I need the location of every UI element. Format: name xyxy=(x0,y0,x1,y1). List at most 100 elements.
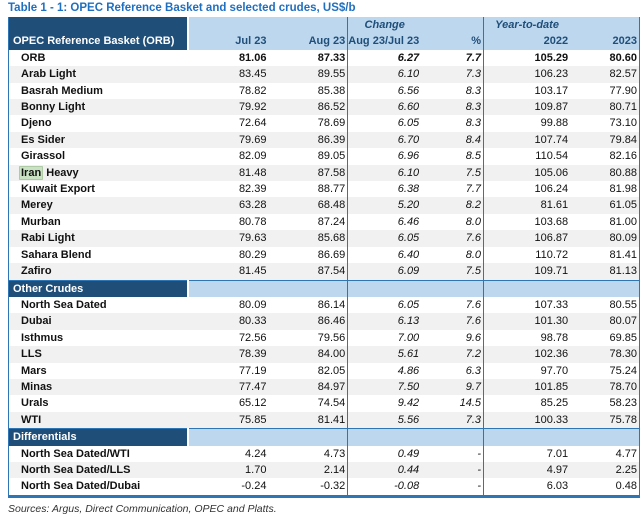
cell-ytd-2022: 109.87 xyxy=(483,99,571,116)
cell-ytd-2023: 58.23 xyxy=(609,397,637,410)
cell-change: 6.05 xyxy=(397,298,420,311)
crude-name: Isthmus xyxy=(21,331,64,344)
table-header: OPEC Reference Basket (ORB) Change Year-… xyxy=(8,17,640,50)
cell-change: 6.05 xyxy=(397,117,420,130)
cell-change: 5.56 xyxy=(347,411,422,429)
cell-ytd-2023: 80.55 xyxy=(609,298,637,311)
cell-change: 6.60 xyxy=(347,99,422,116)
cell-ytd-2023: 69.85 xyxy=(609,331,637,344)
cell-change-pct: 6.3 xyxy=(421,362,485,379)
cell-aug23: 86.69 xyxy=(268,246,349,264)
crude-name: LLS xyxy=(8,346,189,363)
cell-change: 6.05 xyxy=(347,230,422,247)
cell-ytd-2023: 79.84 xyxy=(570,131,640,149)
cell-change: 6.13 xyxy=(347,313,422,330)
table-row: Minas 77.47 84.97 7.50 9.7 101.85 78.70 xyxy=(8,378,640,396)
cell-change-pct: 7.2 xyxy=(421,346,485,363)
cell-jul23: 79.92 xyxy=(188,99,269,116)
cell-change-pct: 7.5 xyxy=(421,263,485,280)
section-band-cell xyxy=(483,428,571,446)
cell-ytd-2023: 82.16 xyxy=(609,150,637,163)
cell-ytd-2022: 97.70 xyxy=(540,364,569,377)
section-band-cell xyxy=(570,428,640,446)
cell-aug23: 85.38 xyxy=(268,82,349,100)
cell-ytd-2023: 81.41 xyxy=(609,248,637,261)
cell-change-pct: 9.7 xyxy=(421,378,485,396)
col-header-change: Aug 23/Jul 23 xyxy=(347,33,422,50)
cell-ytd-2023: 61.05 xyxy=(570,197,640,214)
cell-change: 9.42 xyxy=(397,397,420,410)
cell-change: 6.56 xyxy=(397,84,420,97)
section-band-cell xyxy=(421,279,485,297)
cell-aug23: 89.05 xyxy=(268,148,349,165)
cell-ytd-2023: 78.30 xyxy=(570,346,640,363)
cell-jul23: 81.45 xyxy=(188,263,269,280)
section-header-label: Other Crudes xyxy=(8,279,190,297)
col-header-jul23: Jul 23 xyxy=(188,33,269,50)
cell-jul23: 80.78 xyxy=(238,215,267,228)
cell-change: 6.38 xyxy=(397,183,420,196)
cell-ytd-2023: 82.57 xyxy=(570,66,640,83)
cell-jul23: 79.63 xyxy=(188,230,269,247)
cell-change-pct: 14.5 xyxy=(421,395,485,412)
cell-change-pct: 8.0 xyxy=(421,213,485,231)
search-highlight: Iran xyxy=(19,165,44,180)
cell-aug23: 78.69 xyxy=(268,115,349,132)
cell-change-pct: 8.2 xyxy=(421,197,485,214)
crude-name: Dubai xyxy=(8,313,189,330)
cell-change-pct: 8.0 xyxy=(421,246,485,264)
crude-name: Murban xyxy=(21,215,61,228)
section-band-cell xyxy=(483,279,571,297)
cell-ytd-2023: 77.90 xyxy=(609,84,637,97)
table-body: ORB 81.06 87.33 6.27 7.7 105.29 80.60 Arab Ligh… xyxy=(8,49,640,497)
cell-change: 6.40 xyxy=(397,248,420,261)
table-row: North Sea Dated/Dubai -0.24 -0.32 -0.08- 6.0… xyxy=(9,478,640,497)
header-spacer xyxy=(421,17,485,34)
cell-ytd-2023: 75.24 xyxy=(609,364,637,377)
cell-ytd-2023: 81.98 xyxy=(609,183,637,196)
cell-change-pct: 7.6 xyxy=(421,296,485,314)
cell-change: 4.86 xyxy=(397,364,420,377)
cell-change-pct: 8.3 xyxy=(421,82,485,100)
cell-jul23: 83.45 xyxy=(188,66,269,83)
col-header-pct: % xyxy=(421,33,485,50)
cell-ytd-2022: 100.33 xyxy=(483,411,571,429)
cell-jul23: 63.28 xyxy=(188,197,269,214)
table-row: WTI 75.85 81.41 5.56 7.3 100.33 75.78 xyxy=(8,411,640,429)
header-spacer xyxy=(570,17,640,34)
cell-change-pct: 7.3 xyxy=(421,411,485,429)
crude-name: Rabi Light xyxy=(8,230,189,247)
table-row: Girassol 82.09 89.05 6.96 8.5 110.54 82.16 xyxy=(9,148,640,165)
cell-aug23: 86.14 xyxy=(268,296,349,314)
table-row: Mars 77.19 82.05 4.86 6.3 97.70 75.24 xyxy=(9,362,640,379)
cell-jul23: 77.19 xyxy=(238,364,267,377)
cell-change-pct: 9.6 xyxy=(421,329,485,347)
crude-name: North Sea Dated xyxy=(21,298,107,311)
cell-jul23: 78.82 xyxy=(238,84,267,97)
cell-change-pct: 7.6 xyxy=(421,230,485,247)
table-row: Arab Light 83.45 89.55 6.10 7.3 106.23 82.57 xyxy=(8,66,640,83)
cell-ytd-2022: 110.54 xyxy=(535,150,569,163)
col-header-2022: 2022 xyxy=(483,33,571,50)
cell-change-pct: - xyxy=(421,478,485,497)
cell-ytd-2023: 78.70 xyxy=(570,378,640,396)
header-spacer xyxy=(268,17,349,34)
crude-name: Sahara Blend xyxy=(21,248,92,261)
section-header-row: Differentials xyxy=(8,428,640,446)
cell-aug23: 88.77 xyxy=(268,181,349,198)
cell-aug23: 89.55 xyxy=(268,66,349,83)
cell-change: 6.96 xyxy=(397,150,420,163)
cell-ytd-2022: 103.17 xyxy=(534,84,569,97)
cell-aug23: 86.39 xyxy=(268,131,349,149)
crude-name: Minas xyxy=(8,378,189,396)
cell-change-pct: 8.4 xyxy=(421,131,485,149)
table-row: North Sea Dated 80.09 86.14 6.05 7.6 107.33 80… xyxy=(9,296,640,314)
table-row: Kuwait Export 82.39 88.77 6.38 7.7 106.24 81.9… xyxy=(9,181,640,198)
cell-jul23: 82.39 xyxy=(238,183,267,196)
cell-ytd-2022: 106.24 xyxy=(534,183,569,196)
cell-aug23: 87.33 xyxy=(268,49,349,67)
crude-name: North Sea Dated/WTI xyxy=(21,447,130,460)
crude-name: Zafiro xyxy=(8,263,189,280)
cell-ytd-2023: 75.78 xyxy=(570,411,640,429)
cell-jul23: 80.09 xyxy=(238,298,267,311)
